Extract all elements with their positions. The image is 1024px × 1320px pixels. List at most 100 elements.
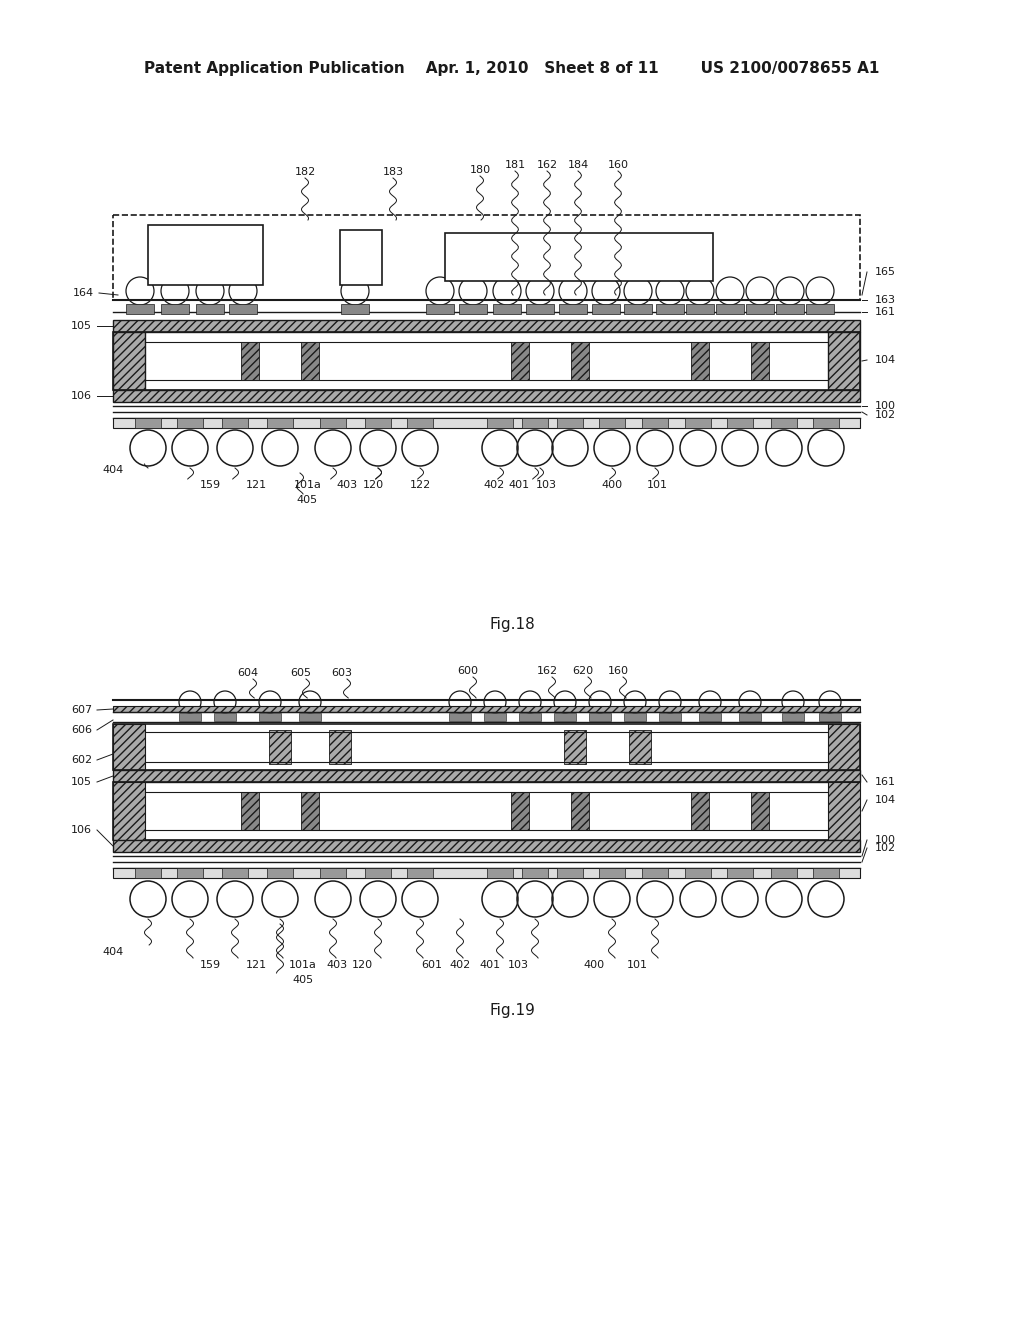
- Text: 162: 162: [537, 160, 557, 170]
- Bar: [511, 792, 529, 830]
- Text: 100: 100: [874, 401, 896, 411]
- Text: 602: 602: [71, 755, 92, 766]
- Bar: [813, 869, 839, 878]
- Text: 120: 120: [362, 480, 384, 490]
- Bar: [113, 781, 145, 840]
- Bar: [241, 792, 259, 830]
- Bar: [301, 792, 319, 830]
- Bar: [113, 319, 860, 333]
- Bar: [771, 418, 797, 428]
- Bar: [686, 304, 714, 314]
- Bar: [642, 418, 668, 428]
- Bar: [113, 723, 145, 770]
- Text: 165: 165: [874, 267, 896, 277]
- Text: 164: 164: [73, 288, 94, 298]
- Bar: [426, 304, 454, 314]
- Bar: [557, 869, 583, 878]
- Bar: [177, 418, 203, 428]
- Bar: [449, 713, 471, 721]
- Bar: [642, 869, 668, 878]
- Bar: [267, 869, 293, 878]
- Text: 160: 160: [607, 160, 629, 170]
- Text: 183: 183: [382, 168, 403, 177]
- Text: 180: 180: [469, 165, 490, 176]
- Bar: [229, 304, 257, 314]
- Bar: [484, 713, 506, 721]
- Bar: [241, 342, 259, 380]
- Bar: [691, 792, 709, 830]
- Text: 121: 121: [246, 960, 266, 970]
- Text: Fig.18: Fig.18: [489, 618, 535, 632]
- Bar: [685, 869, 711, 878]
- Bar: [113, 869, 860, 878]
- Bar: [113, 781, 860, 840]
- Bar: [301, 342, 319, 380]
- Bar: [487, 418, 513, 428]
- Text: 402: 402: [483, 480, 505, 490]
- Bar: [222, 418, 248, 428]
- Text: 603: 603: [332, 668, 352, 678]
- Text: 402: 402: [450, 960, 471, 970]
- Bar: [113, 723, 860, 770]
- Bar: [806, 304, 834, 314]
- Bar: [828, 723, 860, 770]
- Text: 181: 181: [505, 160, 525, 170]
- Bar: [554, 713, 575, 721]
- Text: 404: 404: [102, 946, 124, 957]
- Text: 400: 400: [584, 960, 604, 970]
- Text: 101a: 101a: [294, 480, 322, 490]
- Bar: [776, 304, 804, 314]
- Bar: [126, 304, 154, 314]
- Bar: [519, 713, 541, 721]
- Bar: [685, 418, 711, 428]
- Text: 401: 401: [479, 960, 501, 970]
- Bar: [299, 713, 321, 721]
- Bar: [113, 840, 860, 851]
- Text: Patent Application Publication    Apr. 1, 2010   Sheet 8 of 11        US 2100/00: Patent Application Publication Apr. 1, 2…: [144, 61, 880, 75]
- Text: 106: 106: [71, 391, 92, 401]
- Bar: [656, 304, 684, 314]
- Bar: [267, 418, 293, 428]
- Bar: [659, 713, 681, 721]
- Bar: [571, 792, 589, 830]
- Bar: [746, 304, 774, 314]
- Bar: [624, 713, 646, 721]
- Bar: [269, 730, 291, 764]
- Bar: [319, 418, 346, 428]
- Bar: [813, 418, 839, 428]
- Bar: [592, 304, 620, 314]
- Bar: [819, 713, 841, 721]
- Bar: [113, 389, 860, 403]
- Bar: [828, 781, 860, 840]
- Bar: [341, 304, 369, 314]
- Bar: [526, 304, 554, 314]
- Text: 159: 159: [200, 480, 220, 490]
- Text: 403: 403: [337, 480, 357, 490]
- Text: 101: 101: [627, 960, 647, 970]
- Bar: [222, 869, 248, 878]
- Bar: [135, 869, 161, 878]
- Bar: [340, 230, 382, 285]
- Text: 121: 121: [246, 480, 266, 490]
- Text: 161: 161: [874, 308, 896, 317]
- Text: 400: 400: [601, 480, 623, 490]
- Bar: [559, 304, 587, 314]
- Bar: [493, 304, 521, 314]
- Bar: [459, 304, 487, 314]
- Text: 105: 105: [71, 777, 92, 787]
- Text: 600: 600: [458, 667, 478, 676]
- Bar: [445, 234, 713, 281]
- Text: 102: 102: [874, 411, 896, 420]
- Text: 404: 404: [102, 465, 124, 475]
- Text: 403: 403: [327, 960, 347, 970]
- Bar: [365, 869, 391, 878]
- Bar: [511, 342, 529, 380]
- Bar: [522, 418, 548, 428]
- Bar: [691, 342, 709, 380]
- Bar: [113, 333, 145, 389]
- Text: 103: 103: [508, 960, 528, 970]
- Bar: [113, 706, 860, 711]
- Text: 607: 607: [71, 705, 92, 715]
- Text: 605: 605: [291, 668, 311, 678]
- Text: 101a: 101a: [289, 960, 317, 970]
